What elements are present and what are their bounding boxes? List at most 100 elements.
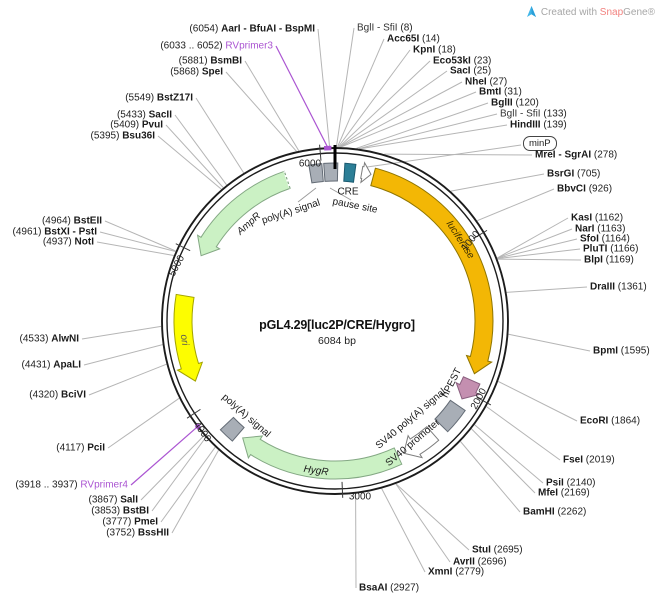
site-label-PvuI[interactable]: (5409) PvuI (110, 119, 163, 131)
site-label-HindIII[interactable]: HindIII (139) (510, 119, 567, 131)
leader-line (174, 114, 228, 186)
site-label-ApaLI[interactable]: (4431) ApaLI (21, 359, 81, 371)
leader-line (195, 97, 245, 174)
site-label-XmnI[interactable]: XmnI (2779) (428, 566, 485, 578)
feature-callout-line (297, 187, 317, 203)
site-label-BmtI[interactable]: BmtI (31) (479, 86, 522, 98)
leader-line (497, 380, 578, 422)
feature-dashed-boundary (283, 171, 291, 189)
feature-sv40-polya[interactable] (434, 399, 466, 433)
site-label-BglI - SfiI[interactable]: BglI - SfiI (133) (500, 108, 567, 120)
site-label-EcoRI[interactable]: EcoRI (1864) (580, 415, 641, 427)
site-label-SacI[interactable]: SacI (25) (450, 65, 492, 77)
site-label-MreI - SgrAI[interactable]: MreI - SgrAI (278) (535, 149, 618, 161)
feature-label-ori: ori (177, 333, 191, 347)
site-label-BsaAI[interactable]: BsaAI (2927) (359, 582, 420, 594)
plasmid-size: 6084 bp (318, 335, 356, 347)
site-label-BlpI[interactable]: BlpI (1169) (584, 254, 634, 266)
leader-line (359, 124, 508, 150)
primer-leader-line (275, 45, 329, 148)
tick-mark (186, 408, 201, 419)
site-label-BamHI[interactable]: BamHI (2262) (523, 506, 587, 518)
site-label-BglII[interactable]: BglII (120) (491, 97, 539, 109)
leader-line (88, 363, 167, 396)
site-label-BglI - SfiI[interactable]: BglI - SfiI (8) (357, 22, 413, 34)
site-label-AarI - BfuAI - BspMI[interactable]: (6054) AarI - BfuAI - BspMI (189, 23, 315, 35)
tick-mark (319, 144, 322, 161)
site-label-BciVI[interactable]: (4320) BciVI (29, 389, 86, 401)
leader-line (395, 483, 470, 551)
site-label-Eco53kI[interactable]: Eco53kI (23) (433, 55, 492, 67)
site-label-KpnI[interactable]: KpnI (18) (413, 44, 456, 56)
minp-leader-line (366, 144, 522, 168)
features (173, 145, 494, 480)
site-label-BstXI - PstI[interactable]: (4961) BstXI - PstI (12, 226, 97, 238)
snapgene-credit: Created with SnapGene® (526, 6, 655, 18)
leader-line (508, 333, 591, 352)
site-label-BstZ17I[interactable]: (5549) BstZ17I (125, 92, 193, 104)
feature-cre[interactable] (343, 162, 357, 183)
site-label-BsrGI[interactable]: BsrGI (705) (547, 168, 601, 180)
site-label-BstEII[interactable]: (4964) BstEII (41, 215, 102, 227)
site-label-Bsu36I[interactable]: (5395) Bsu36I (90, 130, 155, 142)
tick-marks (175, 144, 492, 498)
site-label-BbvCI[interactable]: BbvCI (926) (557, 183, 613, 195)
leader-line (340, 91, 477, 148)
leader-line (337, 38, 385, 148)
site-label-PmeI[interactable]: (3777) PmeI (102, 516, 158, 528)
feature-hygr[interactable] (242, 435, 403, 480)
feature-polya-upstream[interactable] (308, 163, 324, 184)
site-label-BssHII[interactable]: (3752) BssHII (106, 527, 169, 539)
site-label-BpmI[interactable]: BpmI (1595) (593, 345, 650, 357)
tick-mark (473, 229, 488, 239)
leader-line (486, 406, 561, 461)
feature-ori[interactable] (173, 293, 204, 382)
leader-line (471, 428, 536, 494)
site-label-BsmBI[interactable]: (5881) BsmBI (178, 55, 242, 67)
site-label-Acc65I[interactable]: Acc65I (14) (387, 33, 440, 45)
feature-sv40-promoter[interactable] (403, 425, 440, 459)
site-label-SalI[interactable]: (3867) SalI (88, 494, 138, 506)
feature-ampr[interactable] (196, 170, 291, 257)
site-label-NarI[interactable]: NarI (1163) (575, 223, 626, 235)
leader-line (317, 28, 331, 148)
leader-line (225, 71, 297, 152)
leader-line (460, 441, 521, 513)
site-label-DraIII[interactable]: DraIII (1361) (590, 281, 647, 293)
leader-line (339, 81, 463, 148)
leader-line (497, 228, 573, 259)
site-label-AvrII[interactable]: AvrII (2696) (453, 556, 507, 568)
site-label-BstBI[interactable]: (3853) BstBI (91, 505, 149, 517)
plasmid-name: pGL4.29[luc2P/CRE/Hygro] (259, 318, 415, 332)
site-label-RVprimer3[interactable]: (6033 .. 6052) RVprimer3 (160, 40, 273, 52)
site-label-SfoI[interactable]: SfoI (1164) (580, 233, 630, 245)
leader-line (497, 248, 581, 260)
leader-line (450, 173, 545, 192)
feature-luciferase[interactable] (370, 167, 494, 375)
leader-line (81, 325, 162, 340)
tick-mark (476, 396, 492, 406)
leader-line (339, 70, 448, 148)
site-label-KasI[interactable]: KasI (1162) (571, 212, 624, 224)
site-label-FseI[interactable]: FseI (2019) (563, 454, 615, 466)
site-label-MfeI[interactable]: MfeI (2169) (538, 487, 590, 499)
primer-segment-RVprimer4[interactable] (194, 423, 202, 430)
feature-polya-hygr[interactable] (219, 416, 245, 442)
feature-minp-arrow[interactable] (360, 161, 372, 184)
site-label-AlwNI[interactable]: (4533) AlwNI (19, 333, 79, 345)
site-label-StuI[interactable]: StuI (2695) (472, 544, 523, 556)
tick-mark (175, 243, 191, 252)
site-label-PluTI[interactable]: PluTI (1166) (583, 243, 639, 255)
feature-hpest[interactable] (455, 376, 481, 400)
leader-line (338, 60, 431, 148)
leader-line (506, 286, 588, 293)
feature-label-cre: CRE (337, 186, 359, 198)
site-label-PciI[interactable]: (4117) PciI (56, 442, 105, 454)
site-label-NotI[interactable]: (4937) NotI (42, 236, 94, 248)
site-label-RVprimer4[interactable]: (3918 .. 3937) RVprimer4 (15, 479, 128, 491)
site-label-SacII[interactable]: (5433) SacII (116, 109, 172, 121)
minp-label[interactable]: minP (523, 136, 557, 151)
site-label-SpeI[interactable]: (5868) SpeI (170, 66, 223, 78)
site-label-PsiI[interactable]: PsiI (2140) (546, 477, 596, 489)
site-label-NheI[interactable]: NheI (27) (465, 76, 508, 88)
